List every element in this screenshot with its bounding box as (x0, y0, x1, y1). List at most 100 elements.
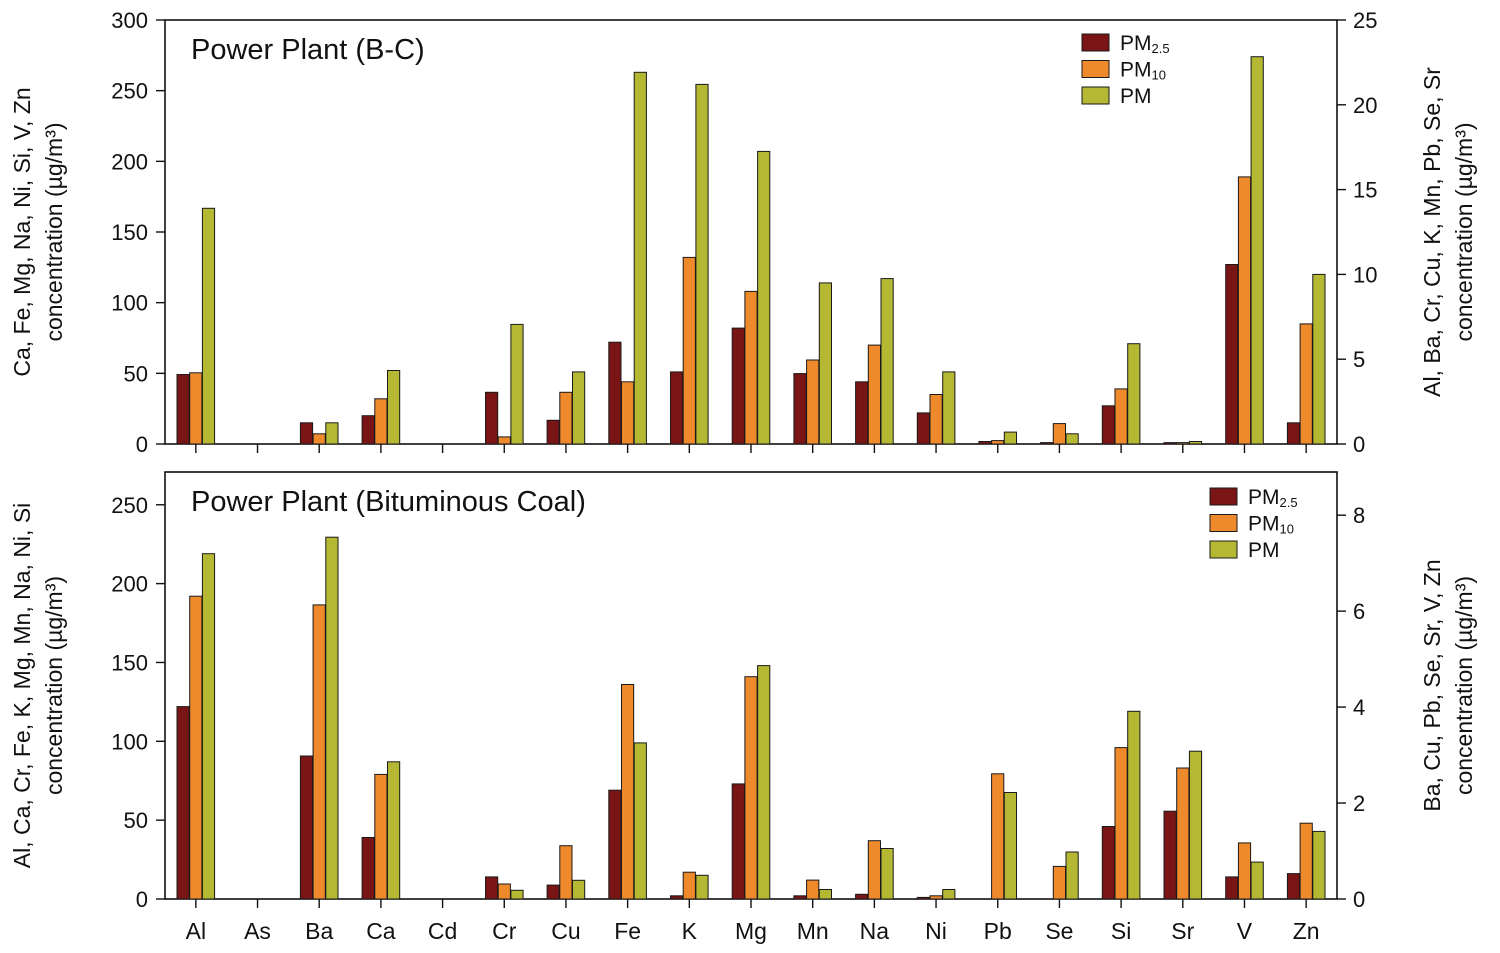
bar-pm10-si (1114, 747, 1128, 900)
right-axis-tick-label: 4 (1353, 695, 1365, 720)
left-axis-title-line: concentration (µg/m³) (41, 122, 67, 341)
bar-pm25-na (855, 893, 869, 900)
bar-pm-k (695, 874, 709, 900)
right-axis-title: Al, Ba, Cr, Cu, K, Mn, Pb, Se, Sr concent… (1419, 67, 1477, 397)
bar-pm10-cr (497, 883, 511, 900)
bar-pm-ba (325, 422, 339, 445)
legend-swatch (1081, 33, 1110, 52)
bar-pm10-v (1237, 176, 1252, 445)
bar-pm25-al (176, 706, 190, 900)
bar-pm25-sr (1163, 442, 1177, 445)
bar-pm25-si (1101, 826, 1116, 900)
panel-title: Power Plant (B-C) (191, 34, 425, 66)
left-axis-tick-label: 300 (111, 8, 148, 33)
legend-swatch (1209, 514, 1238, 532)
bar-pm10-mn (806, 359, 820, 445)
bar-pm-ca (387, 761, 401, 900)
right-axis-title-line: Al, Ba, Cr, Cu, K, Mn, Pb, Se, Sr (1419, 67, 1445, 397)
right-axis-tick-label: 2 (1353, 791, 1365, 816)
bar-pm-cr (510, 323, 524, 445)
legend-label-base: PM (1120, 59, 1152, 82)
bar-pm25-mn (793, 373, 807, 445)
legend-swatch (1081, 60, 1110, 78)
bar-pm25-ni (916, 896, 930, 900)
right-axis-tick-label: 25 (1353, 8, 1377, 33)
bar-pm10-v (1237, 842, 1252, 900)
category-label: Al (186, 918, 206, 944)
right-axis-tick-label: 15 (1353, 178, 1377, 203)
bar-pm10-al (189, 372, 203, 445)
bar-pm25-pb (978, 441, 992, 445)
bar-pm-al (201, 207, 216, 445)
bar-pm-si (1127, 343, 1141, 445)
right-axis-title-line: concentration (µg/m³) (1451, 122, 1477, 341)
left-axis-tick-label: 0 (136, 432, 148, 457)
bar-pm25-cr (485, 876, 499, 900)
bar-pm-v (1250, 56, 1264, 445)
bar-pm-ca (387, 370, 401, 445)
bar-pm10-na (867, 344, 881, 445)
legend-label-subscript: 2.5 (1280, 495, 1298, 510)
bar-pm-v (1250, 861, 1264, 900)
right-axis-tick-label: 10 (1353, 262, 1377, 287)
bar-pm-k (695, 83, 709, 445)
legend-label-subscript: 10 (1152, 68, 1166, 83)
bar-pm10-ca (374, 398, 388, 445)
category-label: Mn (797, 918, 829, 944)
right-axis-tick-label: 0 (1353, 432, 1365, 457)
bar-pm-mg (757, 150, 771, 445)
bar-pm10-cu (559, 391, 573, 445)
category-label: Cu (551, 918, 580, 944)
left-axis-tick-label: 100 (111, 729, 148, 754)
category-label: Cr (492, 918, 517, 944)
category-label: Sr (1171, 918, 1194, 944)
bar-pm10-ni (929, 394, 943, 445)
bar-pm25-na (855, 381, 869, 445)
bar-pm25-ca (361, 415, 375, 445)
legend-label-base: PM (1248, 539, 1280, 562)
bar-pm-cr (510, 889, 524, 900)
bar-pm10-mg (744, 290, 758, 445)
bar-pm-al (201, 553, 216, 900)
bar-pm-ni (942, 889, 956, 900)
right-axis-title-line: Ba, Cu, Pb, Se, Sr, V, Zn (1419, 559, 1445, 811)
bar-pm-zn (1312, 830, 1326, 900)
legend-label-base: PM (1248, 486, 1280, 509)
bar-pm10-al (189, 595, 203, 900)
bar-pm25-si (1101, 405, 1116, 445)
category-label: Si (1111, 918, 1131, 944)
legend-swatch (1209, 540, 1238, 559)
bar-pm25-ca (361, 837, 375, 900)
left-axis-tick-label: 0 (136, 887, 148, 912)
category-label: Pb (984, 918, 1012, 944)
category-label: Cd (428, 918, 457, 944)
bar-pm-fe (633, 742, 647, 900)
legend-label-subscript: 2.5 (1152, 41, 1170, 56)
right-axis-title: Ba, Cu, Pb, Se, Sr, V, Zn concentration (… (1419, 559, 1477, 811)
bar-pm25-cr (485, 391, 499, 445)
right-axis-tick-label: 6 (1353, 599, 1365, 624)
legend-label: PM (1120, 85, 1152, 108)
category-label: Mg (735, 918, 767, 944)
category-label: Ni (925, 918, 947, 944)
bar-pm10-fe (621, 381, 635, 445)
bar-pm25-al (176, 374, 190, 445)
bar-pm-si (1127, 710, 1141, 900)
bar-pm10-pb (991, 773, 1005, 900)
right-axis-tick-label: 5 (1353, 347, 1365, 372)
legend-label-base: PM (1120, 32, 1152, 55)
bar-pm25-k (670, 895, 684, 900)
left-axis-title-line: Ca, Fe, Mg, Na, Ni, Si, V, Zn (9, 87, 35, 376)
bar-pm25-zn (1286, 873, 1301, 900)
right-axis-tick-label: 20 (1353, 93, 1377, 118)
bar-pm10-cr (497, 436, 511, 445)
bar-pm10-k (682, 256, 696, 445)
right-axis-tick-label: 8 (1353, 503, 1365, 528)
bar-pm-sr (1188, 441, 1203, 445)
category-label: Ba (305, 918, 333, 944)
left-axis-tick-label: 200 (111, 149, 148, 174)
bar-pm10-ba (312, 433, 326, 445)
bar-pm-se (1065, 433, 1079, 445)
bar-pm25-cu (546, 884, 560, 900)
